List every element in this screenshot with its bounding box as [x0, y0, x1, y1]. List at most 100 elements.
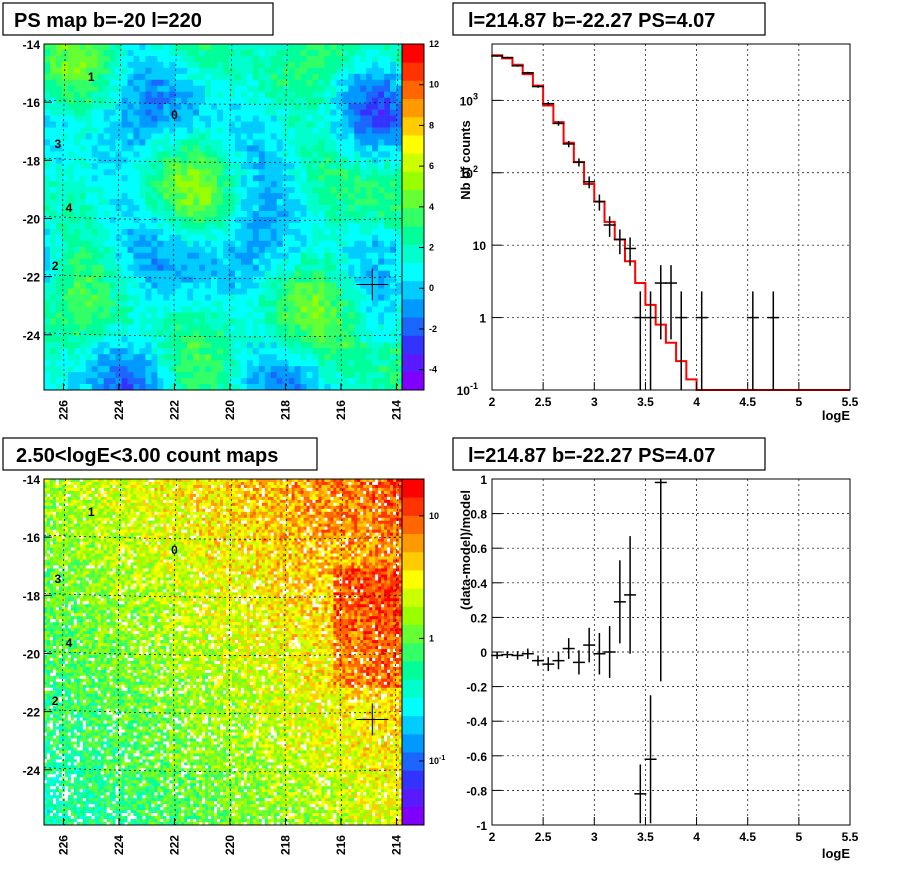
- heatmap-cell: [372, 481, 376, 486]
- heatmap-cell: [127, 211, 134, 218]
- heatmap-cell: [181, 487, 185, 492]
- heatmap-cell: [366, 246, 373, 254]
- heatmap-cell: [163, 479, 167, 483]
- x-tick-label: 2: [489, 395, 496, 409]
- heatmap-cell: [249, 505, 254, 510]
- heatmap-cell: [318, 294, 325, 301]
- heatmap-cell: [79, 318, 87, 325]
- heatmap-cell: [109, 79, 116, 87]
- heatmap-cell: [384, 264, 391, 271]
- heatmap-cell: [223, 481, 227, 486]
- heatmap-cell: [157, 502, 161, 507]
- heatmap-cell: [348, 479, 352, 483]
- heatmap-cell: [306, 169, 313, 176]
- heatmap-cell: [348, 276, 355, 283]
- heatmap-cell: [193, 222, 200, 230]
- heatmap-cell: [342, 496, 346, 501]
- heatmap-cell: [82, 499, 87, 504]
- heatmap-cell: [79, 288, 87, 295]
- heatmap-cell: [378, 193, 385, 200]
- heatmap-cell: [217, 151, 224, 158]
- heatmap-cell: [258, 336, 266, 343]
- heatmap-cell: [336, 288, 343, 295]
- heatmap-cell: [49, 73, 57, 81]
- heatmap-cell: [300, 324, 307, 331]
- heatmap-cell: [211, 508, 215, 513]
- heatmap-cell: [225, 487, 230, 492]
- heatmap-cell: [85, 378, 93, 385]
- heatmap-cell: [279, 490, 283, 495]
- heatmap-cell: [342, 55, 349, 63]
- heatmap-cell: [127, 282, 134, 289]
- heatmap-cell: [240, 330, 248, 337]
- heatmap-cell: [336, 493, 340, 498]
- heatmap-cell: [121, 354, 128, 361]
- heatmap-cell: [46, 505, 51, 510]
- heatmap-cell: [288, 258, 295, 266]
- heatmap-cell: [193, 270, 200, 277]
- heatmap-cell: [187, 73, 194, 81]
- heatmap-cell: [282, 493, 286, 498]
- heatmap-cell: [139, 145, 146, 152]
- heatmap-cell: [282, 79, 289, 87]
- heatmap-cell: [79, 91, 87, 98]
- heatmap-cell: [109, 44, 116, 51]
- heatmap-cell: [378, 109, 385, 116]
- heatmap-cell: [276, 103, 283, 110]
- heatmap-cell: [294, 169, 301, 176]
- heatmap-cell: [127, 294, 134, 301]
- heatmap-cell: [187, 252, 194, 260]
- heatmap-cell: [223, 228, 230, 236]
- heatmap-cell: [133, 109, 140, 116]
- heatmap-cell: [306, 97, 313, 104]
- heatmap-cell: [234, 246, 242, 254]
- heatmap-cell: [187, 193, 194, 200]
- heatmap-cell: [175, 342, 182, 349]
- heatmap-cell: [246, 306, 254, 313]
- heatmap-cell: [145, 67, 152, 75]
- heatmap-cell: [300, 484, 304, 489]
- heatmap-cell: [366, 133, 373, 140]
- heatmap-cell: [258, 205, 266, 212]
- heatmap-cell: [199, 312, 206, 319]
- heatmap-cell: [148, 496, 152, 501]
- heatmap-cell: [187, 127, 194, 134]
- heatmap-cell: [115, 276, 122, 283]
- heatmap-cell: [252, 169, 260, 176]
- heatmap-cell: [300, 91, 307, 98]
- heatmap-cell: [70, 481, 75, 486]
- heatmap-cell: [228, 502, 233, 507]
- heatmap-cell: [330, 169, 337, 176]
- heatmap-cell: [163, 169, 170, 176]
- heatmap-cell: [366, 169, 373, 176]
- heatmap-cell: [300, 336, 307, 343]
- heatmap-cell: [193, 300, 200, 307]
- heatmap-cell: [234, 354, 242, 361]
- heatmap-cell: [306, 508, 310, 513]
- heatmap-cell: [184, 490, 188, 495]
- heatmap-cell: [73, 234, 81, 242]
- heatmap-cell: [175, 490, 179, 495]
- heatmap-cell: [187, 330, 194, 337]
- heatmap-cell: [387, 487, 391, 492]
- heatmap-cell: [205, 121, 212, 128]
- heatmap-cell: [234, 330, 242, 337]
- heatmap-cell: [133, 205, 140, 212]
- heatmap-cell: [282, 487, 286, 492]
- heatmap-cell: [288, 145, 295, 152]
- heatmap-cell: [282, 294, 289, 301]
- heatmap-cell: [85, 193, 93, 200]
- heatmap-cell: [228, 348, 236, 355]
- heatmap-cell: [342, 67, 349, 75]
- heatmap-cell: [294, 330, 301, 337]
- heatmap-cell: [154, 505, 158, 510]
- heatmap-cell: [103, 85, 110, 93]
- heatmap-cell: [193, 133, 200, 140]
- heatmap-cell: [127, 163, 134, 170]
- heatmap-cell: [306, 336, 313, 343]
- heatmap-cell: [342, 139, 349, 146]
- heatmap-cell: [378, 294, 385, 301]
- heatmap-cell: [139, 157, 146, 164]
- heatmap-cell: [390, 217, 397, 224]
- heatmap-cell: [139, 234, 146, 242]
